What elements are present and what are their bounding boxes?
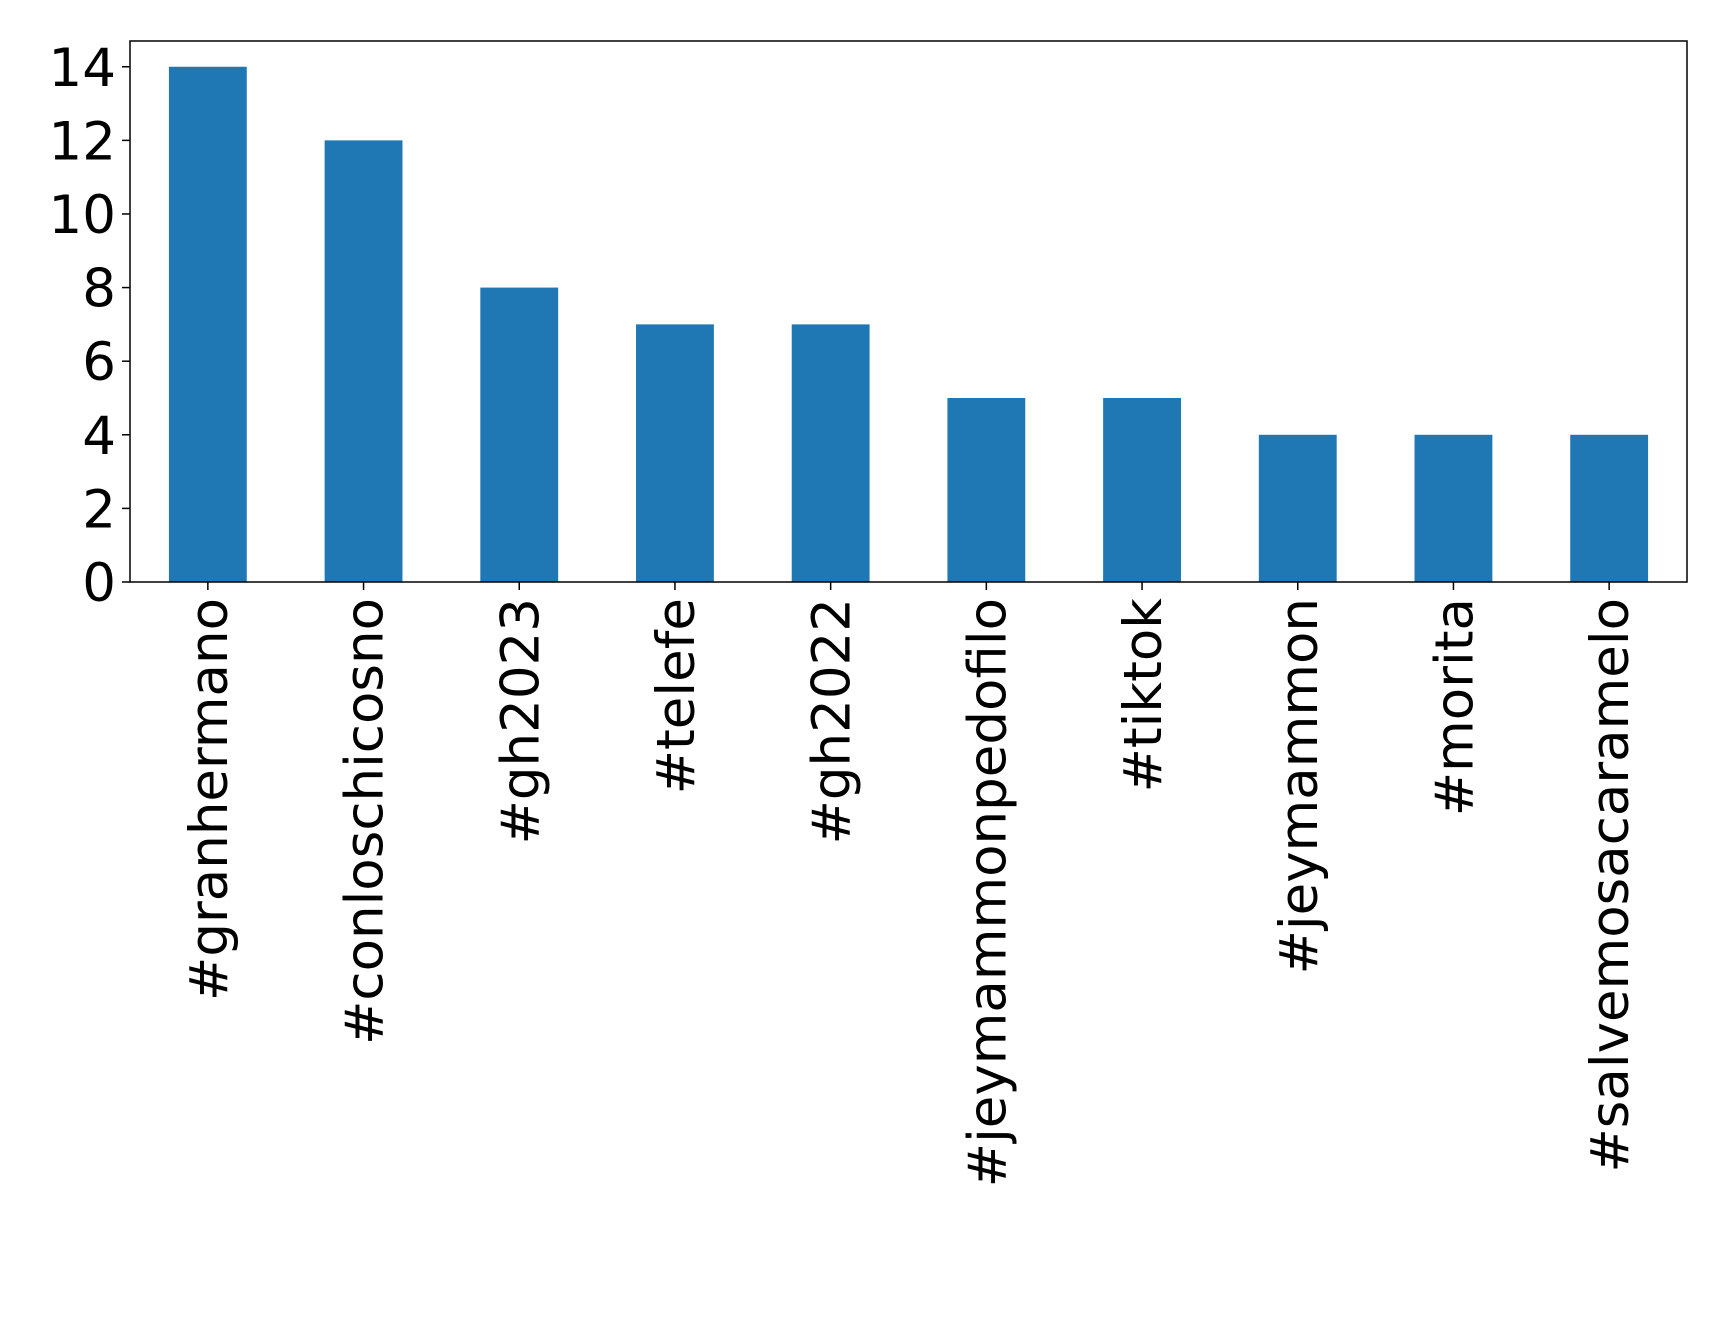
x-tick-label: #granhermano <box>179 598 240 1001</box>
y-tick-label: 8 <box>82 259 116 320</box>
x-tick-label: #conloschicosno <box>335 598 396 1045</box>
x-tick-label: #jeymammonpedofilo <box>957 598 1018 1187</box>
axes-frame <box>129 40 1688 583</box>
x-tick-label: #salvemosacaramelo <box>1580 598 1641 1173</box>
bar <box>791 324 870 582</box>
x-tick-label: #jeymammon <box>1269 598 1330 975</box>
bar <box>1414 434 1493 582</box>
bar <box>324 140 403 582</box>
x-tick-label: #gh2022 <box>802 598 863 845</box>
y-tick-label: 14 <box>49 38 116 99</box>
x-tick-label: #telefe <box>646 598 707 794</box>
y-tick-label: 6 <box>82 332 116 393</box>
bar <box>480 287 559 582</box>
bar <box>1570 434 1649 582</box>
bar <box>1258 434 1337 582</box>
bar <box>168 66 247 582</box>
x-tick-label: #morita <box>1424 598 1485 816</box>
y-tick-label: 4 <box>82 406 116 467</box>
x-tick-label: #gh2023 <box>490 598 551 845</box>
y-tick-label: 10 <box>49 185 116 246</box>
y-tick-label: 0 <box>82 553 116 614</box>
bar <box>636 324 714 582</box>
y-tick-label: 12 <box>49 111 116 172</box>
x-tick-label: #tiktok <box>1113 598 1174 793</box>
bar <box>947 397 1026 582</box>
y-tick-label: 2 <box>82 479 116 540</box>
bar <box>1103 397 1181 582</box>
